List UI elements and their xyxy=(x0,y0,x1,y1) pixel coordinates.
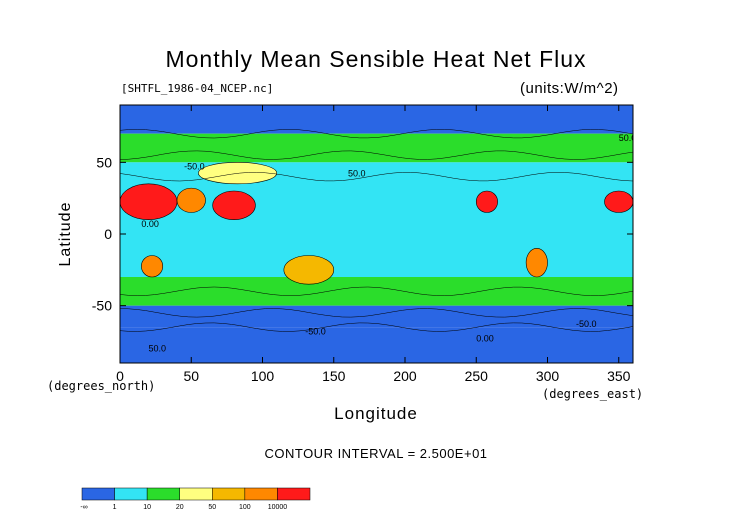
contour-label: -50.0 xyxy=(184,162,205,172)
region-arabia xyxy=(176,187,206,213)
y-tick-label: 50 xyxy=(96,154,112,170)
colorbar-bin xyxy=(114,487,148,501)
lat-band xyxy=(120,133,633,163)
contour-label: 0.00 xyxy=(141,219,159,229)
region-west-sahara xyxy=(604,190,633,213)
x-tick-label: 200 xyxy=(393,368,417,384)
contour-label: 0.00 xyxy=(476,334,494,344)
lat-band xyxy=(120,327,633,363)
colorbar-bin xyxy=(179,487,213,501)
contour-interval-text: CONTOUR INTERVAL = 2.500E+01 xyxy=(264,446,488,461)
plot-area: -50.0 50.0 0.00 -50.0 50.0 0.00 -50.0 50.0 xyxy=(120,105,637,363)
contour-label: 50.0 xyxy=(348,169,366,179)
colorbar: -∞ 1 10 20 50 100 10000 xyxy=(80,487,311,511)
colorbar-label: 50 xyxy=(208,504,216,511)
contour-line xyxy=(120,172,633,182)
colorbar-label: 10000 xyxy=(268,504,288,511)
y-tick-label: 0 xyxy=(104,226,112,242)
colorbar-bin xyxy=(81,487,115,501)
x-axis-units: (degrees_east) xyxy=(542,387,644,401)
lat-band xyxy=(120,305,633,328)
chart-title: Monthly Mean Sensible Heat Net Flux xyxy=(165,46,587,72)
y-axis-ticks: -50 0 50 xyxy=(92,154,633,314)
x-tick-label: 0 xyxy=(116,368,124,384)
colorbar-bin xyxy=(146,487,180,501)
contour-label: 50.0 xyxy=(149,344,167,354)
region-andes xyxy=(525,248,548,278)
contour-line xyxy=(120,322,633,332)
latitude-bands xyxy=(120,105,633,363)
colorbar-label: 100 xyxy=(239,504,251,511)
x-tick-label: 100 xyxy=(251,368,275,384)
region-southern-africa xyxy=(141,255,164,278)
region-australia xyxy=(283,255,335,285)
contour-line xyxy=(120,286,633,296)
region-north-africa xyxy=(120,183,178,220)
contour-label: -50.0 xyxy=(576,319,597,329)
colorbar-label: 10 xyxy=(143,504,151,511)
contour-line xyxy=(120,308,633,318)
lat-band xyxy=(120,277,633,306)
x-tick-label: 350 xyxy=(607,368,631,384)
x-tick-label: 150 xyxy=(322,368,346,384)
file-label: [SHTFL_1986-04_NCEP.nc] xyxy=(121,82,274,95)
colorbar-bin xyxy=(277,487,311,501)
contour-line xyxy=(120,150,633,160)
colorbar-label: 1 xyxy=(113,504,117,511)
x-tick-label: 300 xyxy=(536,368,560,384)
land-regions xyxy=(120,162,633,285)
units-label: (units:W/m^2) xyxy=(520,80,619,97)
y-tick-label: -50 xyxy=(92,298,112,314)
lat-band xyxy=(120,105,633,134)
colorbar-bin xyxy=(212,487,246,501)
x-axis-label: Longitude xyxy=(334,404,418,423)
contour-label: 50.0 xyxy=(619,133,637,143)
contour-label: -50.0 xyxy=(305,326,326,336)
colorbar-label: -∞ xyxy=(80,504,87,511)
region-central-asia xyxy=(198,162,278,185)
region-mexico xyxy=(475,190,498,213)
contour-texture: -50.0 50.0 0.00 -50.0 50.0 0.00 -50.0 50.0 xyxy=(120,129,637,354)
x-axis-ticks: 0 50 100 150 200 250 300 350 xyxy=(116,105,631,384)
region-south-asia xyxy=(212,190,256,220)
contour-line xyxy=(120,129,633,139)
colorbar-bin xyxy=(244,487,278,501)
x-tick-label: 50 xyxy=(183,368,199,384)
y-axis-units: (degrees_north) xyxy=(47,379,156,393)
colorbar-label: 20 xyxy=(176,504,184,511)
x-tick-label: 250 xyxy=(465,368,489,384)
